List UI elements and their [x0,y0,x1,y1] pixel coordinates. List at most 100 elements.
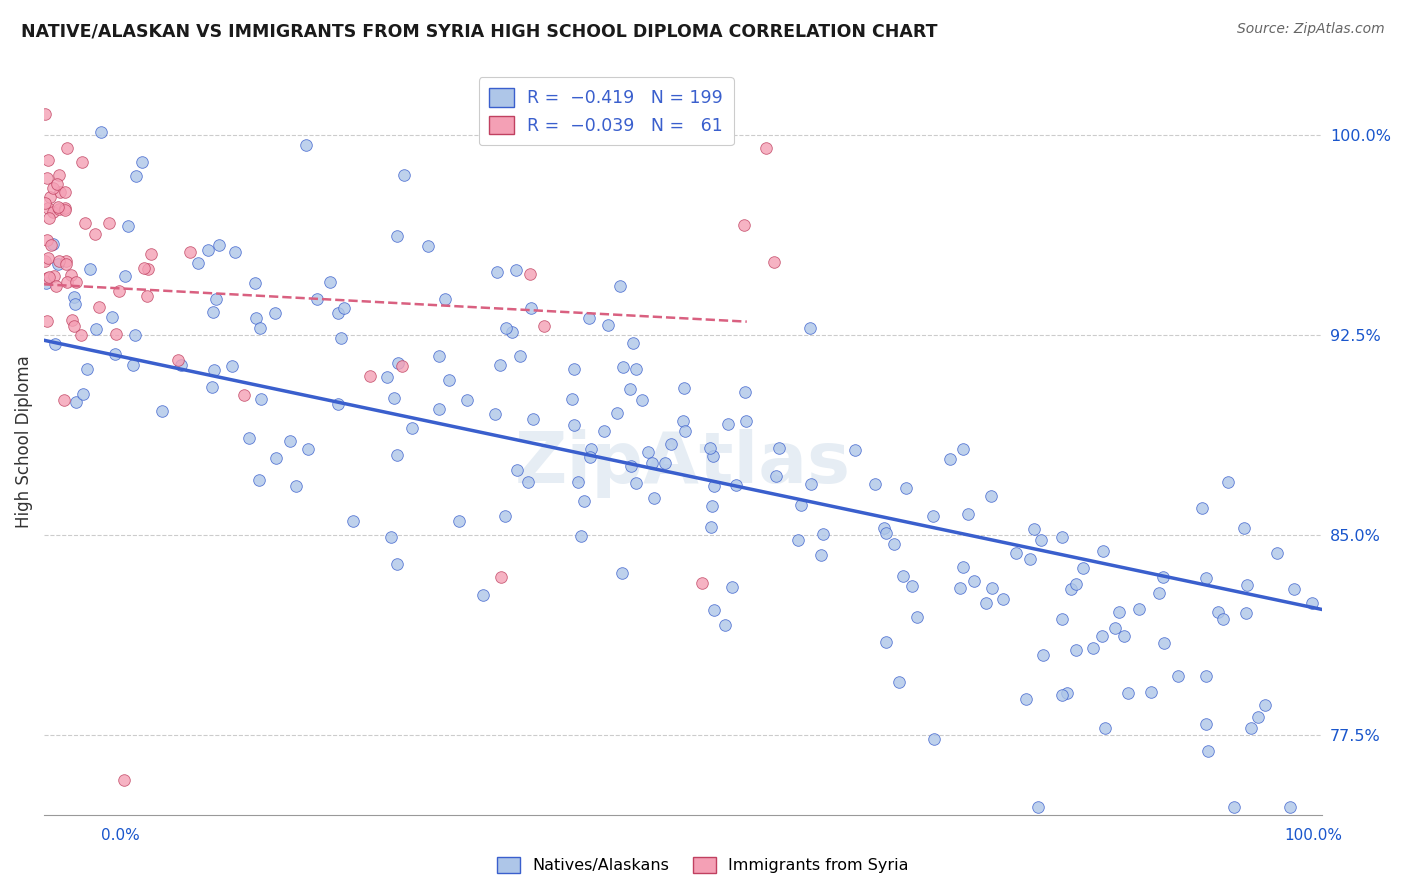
Point [863,476,886,491]
Point [434,293,457,307]
Point [55,141,77,155]
Point [136,262,159,277]
Point [619,382,641,396]
Point [107,285,129,299]
Text: NATIVE/ALASKAN VS IMMIGRANTS FROM SYRIA HIGH SCHOOL DIPLOMA CORRELATION CHART: NATIVE/ALASKAN VS IMMIGRANTS FROM SYRIA … [21,22,938,40]
Point [1206,606,1229,620]
Point [221,359,243,373]
Point [76,361,98,376]
Text: Source: ZipAtlas.com: Source: ZipAtlas.com [1237,22,1385,37]
Point [202,363,225,377]
Point [1247,710,1270,724]
Point [44,269,66,284]
Point [505,263,527,277]
Point [733,219,755,233]
Point [53,201,76,215]
Point [1022,522,1045,536]
Point [380,530,402,544]
Point [1018,551,1040,566]
Point [1015,691,1038,706]
Point [495,321,517,335]
Point [197,243,219,257]
Point [392,168,415,182]
Point [901,579,924,593]
Point [1050,530,1073,544]
Point [285,479,308,493]
Point [1064,576,1087,591]
Point [624,362,647,376]
Point [328,397,350,411]
Point [1236,578,1258,592]
Point [139,247,162,261]
Point [520,301,543,315]
Point [506,463,529,477]
Point [328,306,350,320]
Point [939,451,962,466]
Point [48,168,70,182]
Point [41,204,63,219]
Point [65,395,87,409]
Point [952,442,974,456]
Point [1064,643,1087,657]
Point [533,318,555,333]
Point [703,603,725,617]
Point [125,169,148,183]
Point [621,336,644,351]
Point [35,313,58,327]
Point [519,268,541,282]
Point [208,238,231,252]
Point [202,305,225,319]
Point [1197,744,1219,758]
Point [41,237,63,252]
Point [922,509,945,524]
Point [187,256,209,270]
Point [1195,716,1218,731]
Point [1216,475,1239,490]
Point [1128,602,1150,616]
Point [238,431,260,445]
Point [883,537,905,551]
Point [1112,629,1135,643]
Point [790,498,813,512]
Point [1265,546,1288,560]
Point [53,393,76,408]
Point [922,731,945,746]
Point [114,268,136,283]
Point [612,359,634,374]
Point [787,533,810,547]
Point [90,125,112,139]
Point [205,293,228,307]
Point [974,596,997,610]
Point [65,275,87,289]
Point [572,493,595,508]
Point [401,421,423,435]
Y-axis label: High School Diploma: High School Diploma [15,355,32,528]
Point [1282,582,1305,596]
Point [136,289,159,303]
Point [1050,612,1073,626]
Point [121,358,143,372]
Point [79,261,101,276]
Point [166,353,188,368]
Point [447,514,470,528]
Point [297,442,319,456]
Point [844,443,866,458]
Point [875,526,897,541]
Point [98,216,121,230]
Point [1194,668,1216,682]
Point [484,407,506,421]
Point [37,251,59,265]
Point [1029,533,1052,547]
Point [494,508,516,523]
Point [44,337,66,351]
Point [35,271,58,285]
Point [1153,636,1175,650]
Point [387,448,409,462]
Point [891,569,914,583]
Point [375,370,398,384]
Point [53,203,76,218]
Point [330,331,353,345]
Point [319,275,342,289]
Point [46,178,69,192]
Point [75,216,97,230]
